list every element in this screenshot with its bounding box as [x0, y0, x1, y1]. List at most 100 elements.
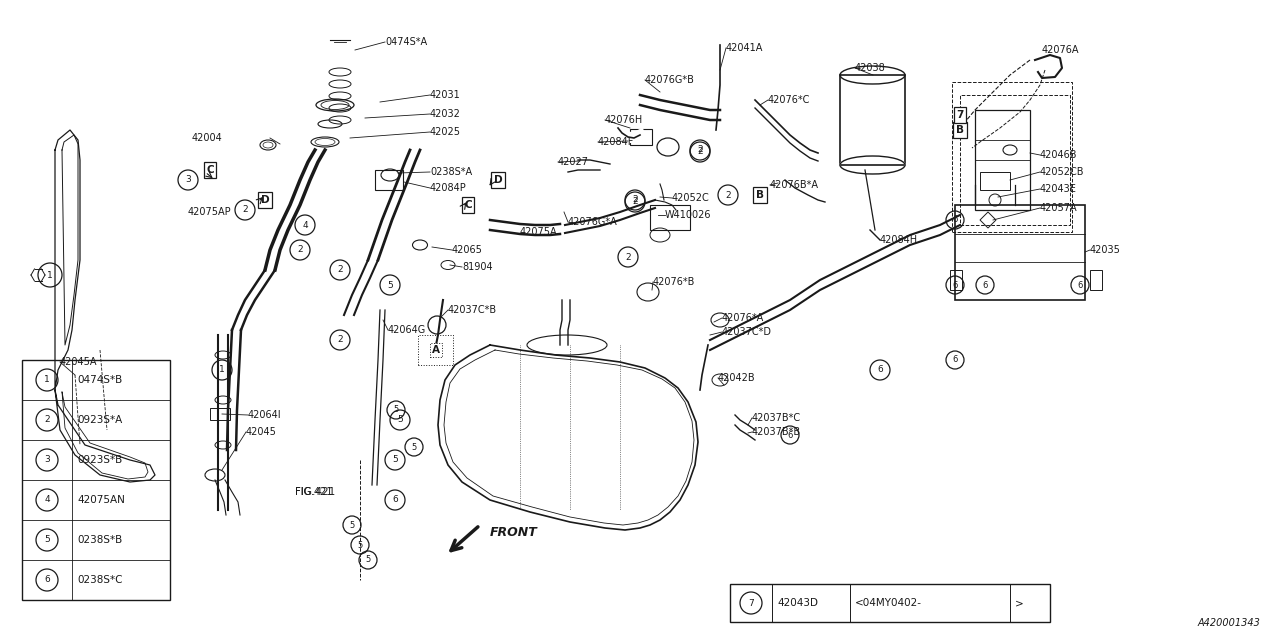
Text: 42043E: 42043E — [1039, 184, 1076, 194]
Text: 42052C: 42052C — [672, 193, 709, 203]
Text: 2: 2 — [698, 145, 703, 154]
Text: 42046B: 42046B — [1039, 150, 1078, 160]
Text: 7: 7 — [748, 598, 754, 607]
Text: 2: 2 — [726, 191, 731, 200]
Text: 0238S*A: 0238S*A — [430, 167, 472, 177]
Bar — [375, 170, 403, 190]
Text: 6: 6 — [877, 365, 883, 374]
Text: 42004: 42004 — [192, 133, 223, 143]
Text: 7: 7 — [956, 110, 964, 120]
Text: 1: 1 — [47, 271, 52, 280]
Text: 42065: 42065 — [452, 245, 483, 255]
Text: 3: 3 — [186, 175, 191, 184]
Bar — [950, 270, 963, 290]
Text: 42076*C: 42076*C — [768, 95, 810, 105]
Text: 42042B: 42042B — [718, 373, 755, 383]
Text: FIG.421: FIG.421 — [294, 487, 335, 497]
Text: 42076B*A: 42076B*A — [771, 180, 819, 190]
Text: 42076*A: 42076*A — [722, 313, 764, 323]
Text: 5: 5 — [392, 456, 398, 465]
Text: 5: 5 — [387, 280, 393, 289]
Text: 5: 5 — [411, 442, 416, 451]
Text: >: > — [1015, 598, 1024, 608]
Text: 4: 4 — [45, 495, 50, 504]
Text: 42076G*B: 42076G*B — [645, 75, 695, 85]
Text: 42032: 42032 — [430, 109, 461, 119]
Text: 4: 4 — [302, 221, 307, 230]
Bar — [955, 205, 1085, 300]
Text: 6: 6 — [1078, 280, 1083, 289]
Bar — [952, 82, 1073, 232]
Text: 42043D: 42043D — [777, 598, 818, 608]
Text: 42057A: 42057A — [1039, 203, 1078, 213]
Text: 0923S*B: 0923S*B — [77, 455, 123, 465]
Text: FIG.421: FIG.421 — [294, 487, 333, 497]
Text: 42075AN: 42075AN — [77, 495, 125, 505]
Text: 2: 2 — [297, 246, 303, 255]
Text: 0474S*A: 0474S*A — [385, 37, 428, 47]
Text: 5: 5 — [393, 406, 398, 415]
Text: 6: 6 — [952, 355, 957, 365]
Text: C: C — [206, 165, 214, 175]
Text: 6: 6 — [952, 280, 957, 289]
Text: 5: 5 — [397, 415, 403, 424]
Text: FRONT: FRONT — [490, 525, 538, 538]
Text: 0238S*B: 0238S*B — [77, 535, 123, 545]
Text: 2: 2 — [337, 266, 343, 275]
Bar — [730, 584, 1050, 622]
Text: 42037B*B: 42037B*B — [753, 427, 801, 437]
Text: 1: 1 — [219, 365, 225, 374]
Text: 42037C*B: 42037C*B — [448, 305, 497, 315]
Text: 3: 3 — [44, 456, 50, 465]
Text: B: B — [756, 190, 764, 200]
Text: 0923S*A: 0923S*A — [77, 415, 123, 425]
Bar — [22, 360, 170, 600]
Text: 6: 6 — [982, 280, 988, 289]
Text: 81904: 81904 — [462, 262, 493, 272]
Text: 42084P: 42084P — [430, 183, 467, 193]
Bar — [980, 172, 1010, 190]
Text: 42045: 42045 — [246, 427, 276, 437]
Text: 42076*B: 42076*B — [653, 277, 695, 287]
Text: 0238S*C: 0238S*C — [77, 575, 123, 585]
Text: 2: 2 — [45, 415, 50, 424]
Text: 42076A: 42076A — [1042, 45, 1079, 55]
Text: 42045A: 42045A — [60, 357, 97, 367]
Text: 42064I: 42064I — [248, 410, 282, 420]
Text: 42031: 42031 — [430, 90, 461, 100]
Bar — [419, 335, 453, 365]
Text: W410026: W410026 — [666, 210, 712, 220]
Text: 42052CB: 42052CB — [1039, 167, 1084, 177]
Bar — [650, 205, 690, 230]
Text: 42075AP: 42075AP — [188, 207, 232, 217]
Text: 5: 5 — [349, 520, 355, 529]
Text: 42076G*A: 42076G*A — [568, 217, 618, 227]
Text: 5: 5 — [357, 541, 362, 550]
Text: 42037C*D: 42037C*D — [722, 327, 772, 337]
Text: 6: 6 — [952, 216, 957, 225]
Bar — [1091, 270, 1102, 290]
Text: 5: 5 — [44, 536, 50, 545]
Text: D: D — [261, 195, 269, 205]
Text: D: D — [494, 175, 502, 185]
Text: 42025: 42025 — [430, 127, 461, 137]
Text: 2: 2 — [625, 253, 631, 262]
Bar — [960, 95, 1070, 225]
Text: 42064G: 42064G — [388, 325, 426, 335]
Text: 6: 6 — [787, 431, 792, 440]
Text: 42038: 42038 — [855, 63, 886, 73]
Text: 42084H: 42084H — [881, 235, 918, 245]
Text: 6: 6 — [392, 495, 398, 504]
Text: 2: 2 — [337, 335, 343, 344]
Text: 1: 1 — [44, 376, 50, 385]
Text: B: B — [956, 125, 964, 135]
Text: 6: 6 — [44, 575, 50, 584]
Bar — [630, 129, 652, 145]
Bar — [840, 75, 905, 165]
Text: 2: 2 — [632, 198, 637, 207]
Text: C: C — [465, 200, 472, 210]
Bar — [210, 408, 230, 420]
Text: 42076H: 42076H — [605, 115, 644, 125]
Bar — [975, 110, 1030, 210]
Text: 42075A: 42075A — [520, 227, 558, 237]
